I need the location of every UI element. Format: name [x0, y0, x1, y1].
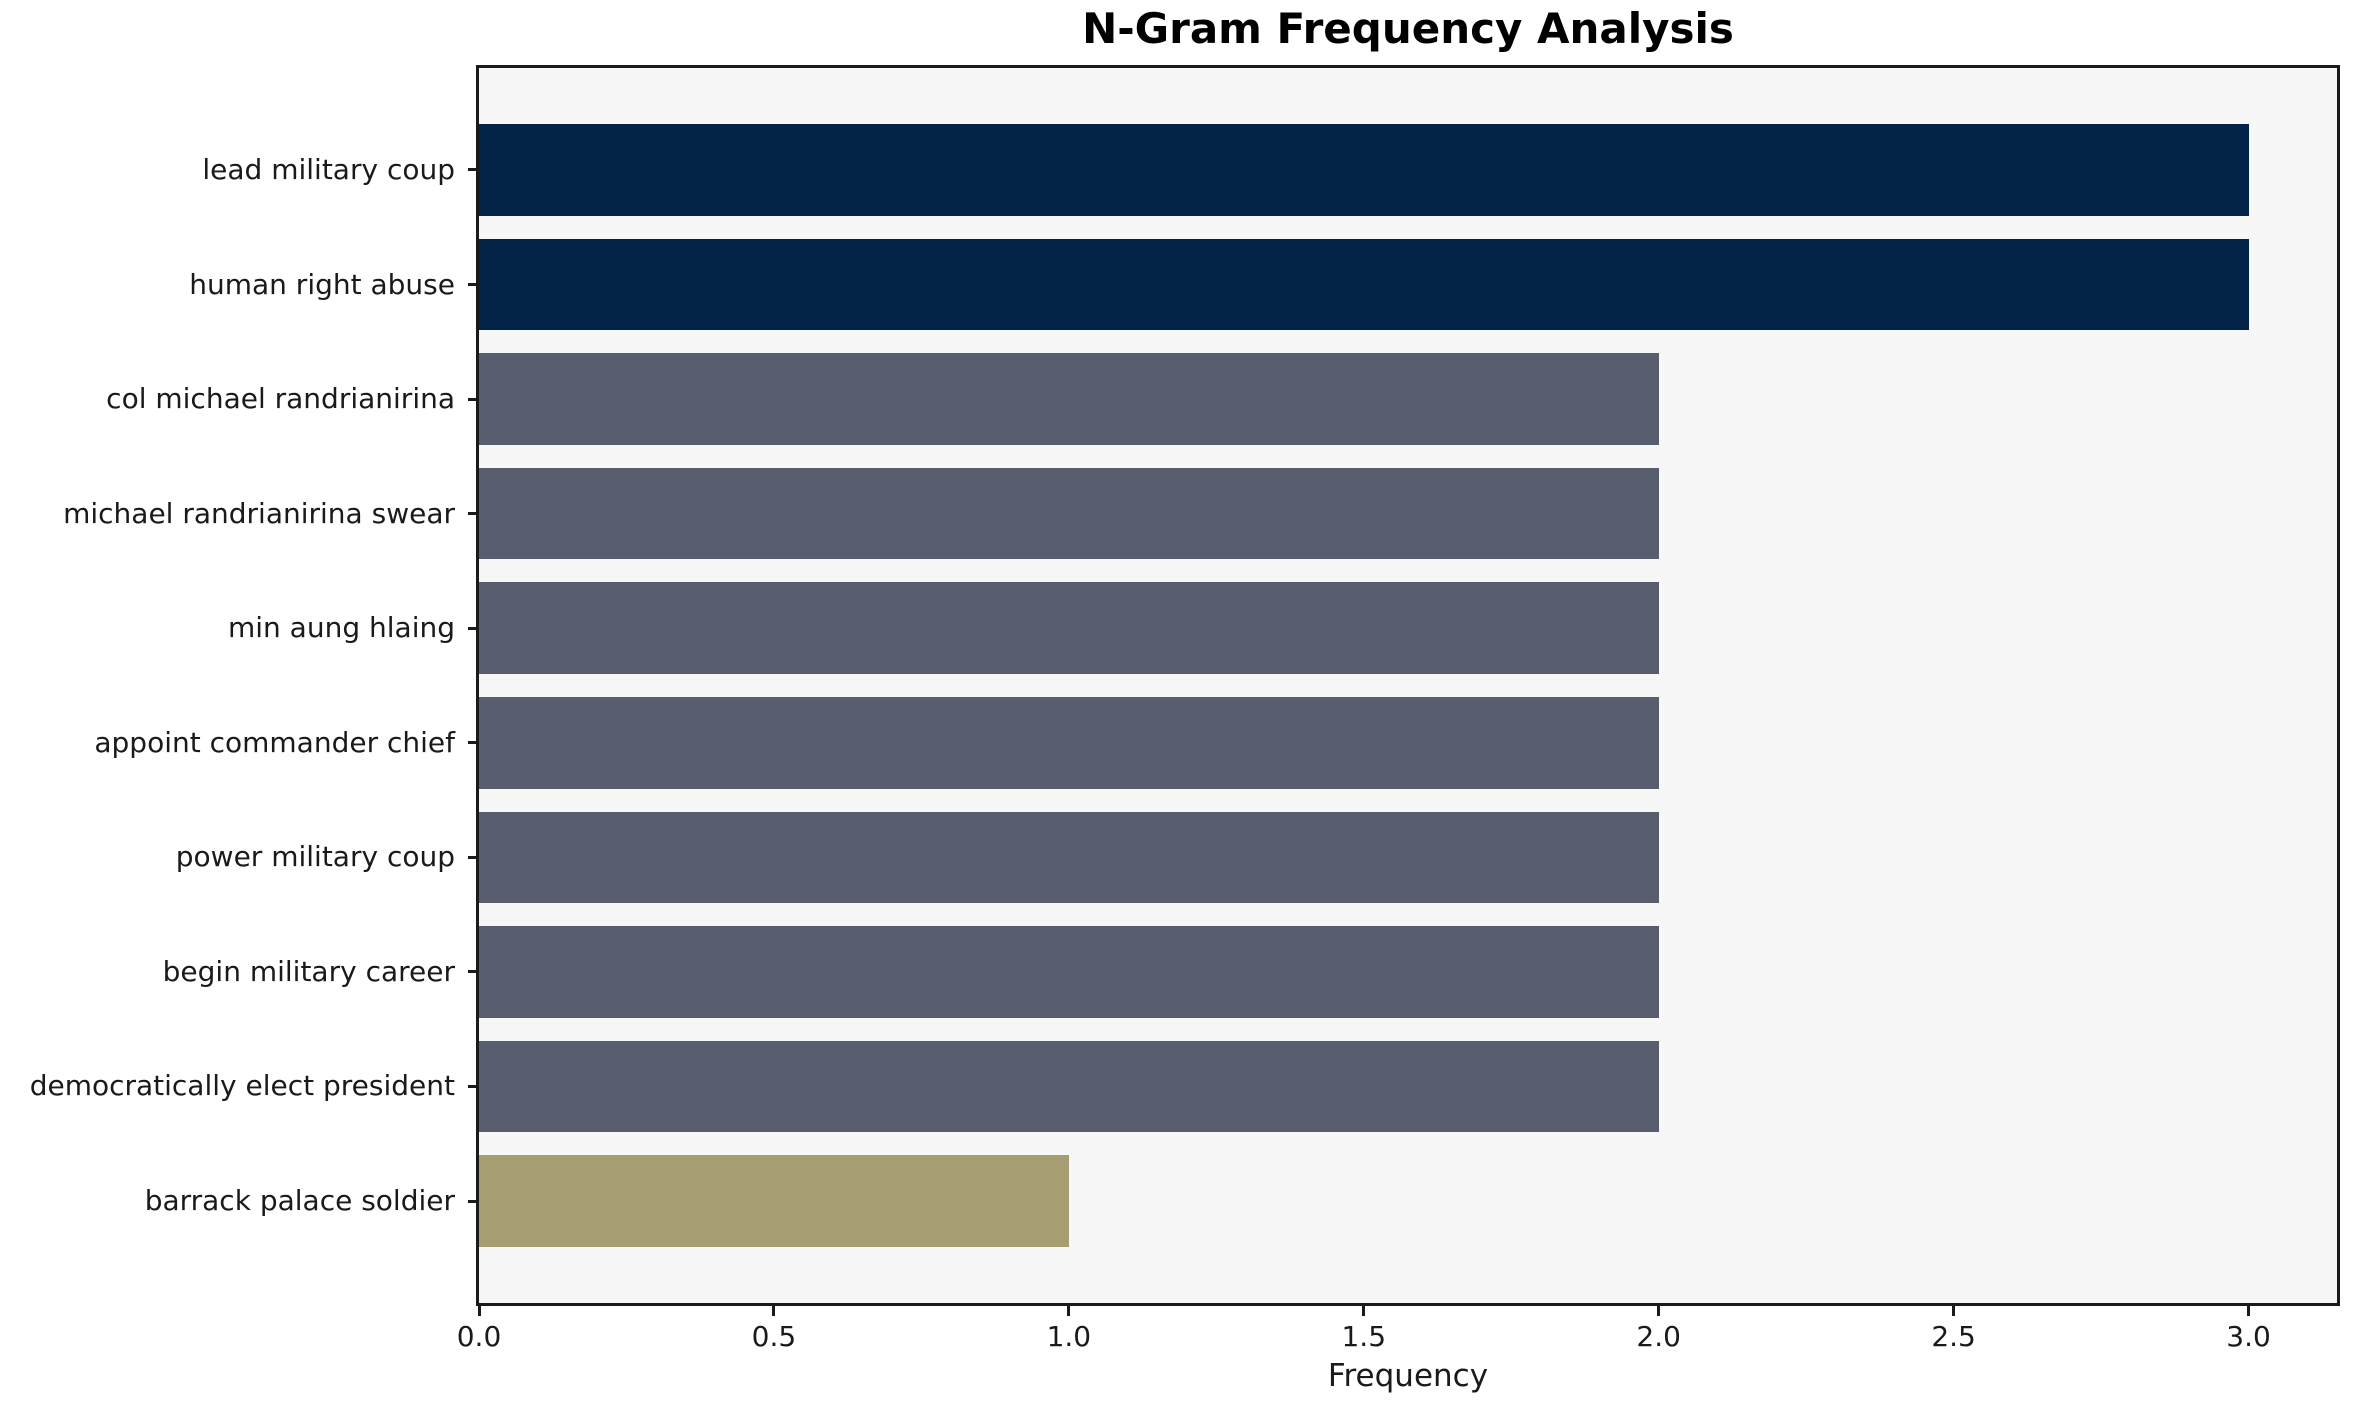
bar	[479, 124, 2249, 216]
x-tick-mark	[1657, 1303, 1661, 1316]
bar	[479, 353, 1659, 445]
y-tick-label: lead military coup	[202, 152, 455, 186]
y-tick-label: power military coup	[175, 840, 455, 874]
x-tick-mark	[1952, 1303, 1956, 1316]
x-tick-mark	[1067, 1303, 1071, 1316]
x-tick-label: 2.5	[1931, 1320, 1976, 1353]
x-tick-mark	[772, 1303, 776, 1316]
y-tick-mark	[468, 1199, 479, 1203]
y-tick-mark	[468, 283, 479, 287]
x-tick-label: 1.5	[1341, 1320, 1387, 1353]
y-tick-label: min aung hlaing	[227, 611, 455, 645]
y-tick-mark	[468, 397, 479, 401]
bar	[479, 926, 1659, 1018]
chart-title: N-Gram Frequency Analysis	[1082, 4, 1734, 53]
y-tick-label: human right abuse	[189, 267, 455, 301]
bar	[479, 811, 1659, 904]
bar	[479, 696, 1659, 789]
y-tick-label: appoint commander chief	[94, 725, 455, 759]
x-tick-label: 0.0	[456, 1320, 502, 1353]
y-tick-label: democratically elect president	[29, 1069, 455, 1103]
y-tick-label: col michael randrianirina	[106, 382, 455, 416]
plot-area	[476, 65, 2340, 1306]
x-tick-label: 0.5	[751, 1320, 797, 1353]
y-tick-label: michael randrianirina swear	[63, 496, 455, 530]
y-tick-mark	[468, 626, 479, 630]
y-tick-mark	[468, 168, 479, 172]
x-tick-label: 3.0	[2226, 1320, 2271, 1353]
y-tick-mark	[468, 512, 479, 516]
bar	[479, 238, 2249, 331]
bar	[479, 1040, 1659, 1133]
bar	[479, 1155, 1069, 1247]
x-axis-label: Frequency	[1327, 1358, 1489, 1394]
x-tick-label: 1.0	[1046, 1320, 1092, 1353]
x-tick-label: 2.0	[1636, 1320, 1681, 1353]
y-tick-mark	[468, 741, 479, 745]
x-tick-mark	[477, 1303, 481, 1316]
bar	[479, 467, 1659, 560]
y-tick-mark	[468, 1084, 479, 1088]
y-tick-label: barrack palace soldier	[144, 1184, 455, 1218]
bar	[479, 582, 1659, 675]
y-tick-mark	[468, 970, 479, 974]
x-tick-mark	[1362, 1303, 1366, 1316]
x-tick-mark	[2247, 1303, 2251, 1316]
y-tick-mark	[468, 855, 479, 859]
y-tick-label: begin military career	[162, 954, 455, 988]
